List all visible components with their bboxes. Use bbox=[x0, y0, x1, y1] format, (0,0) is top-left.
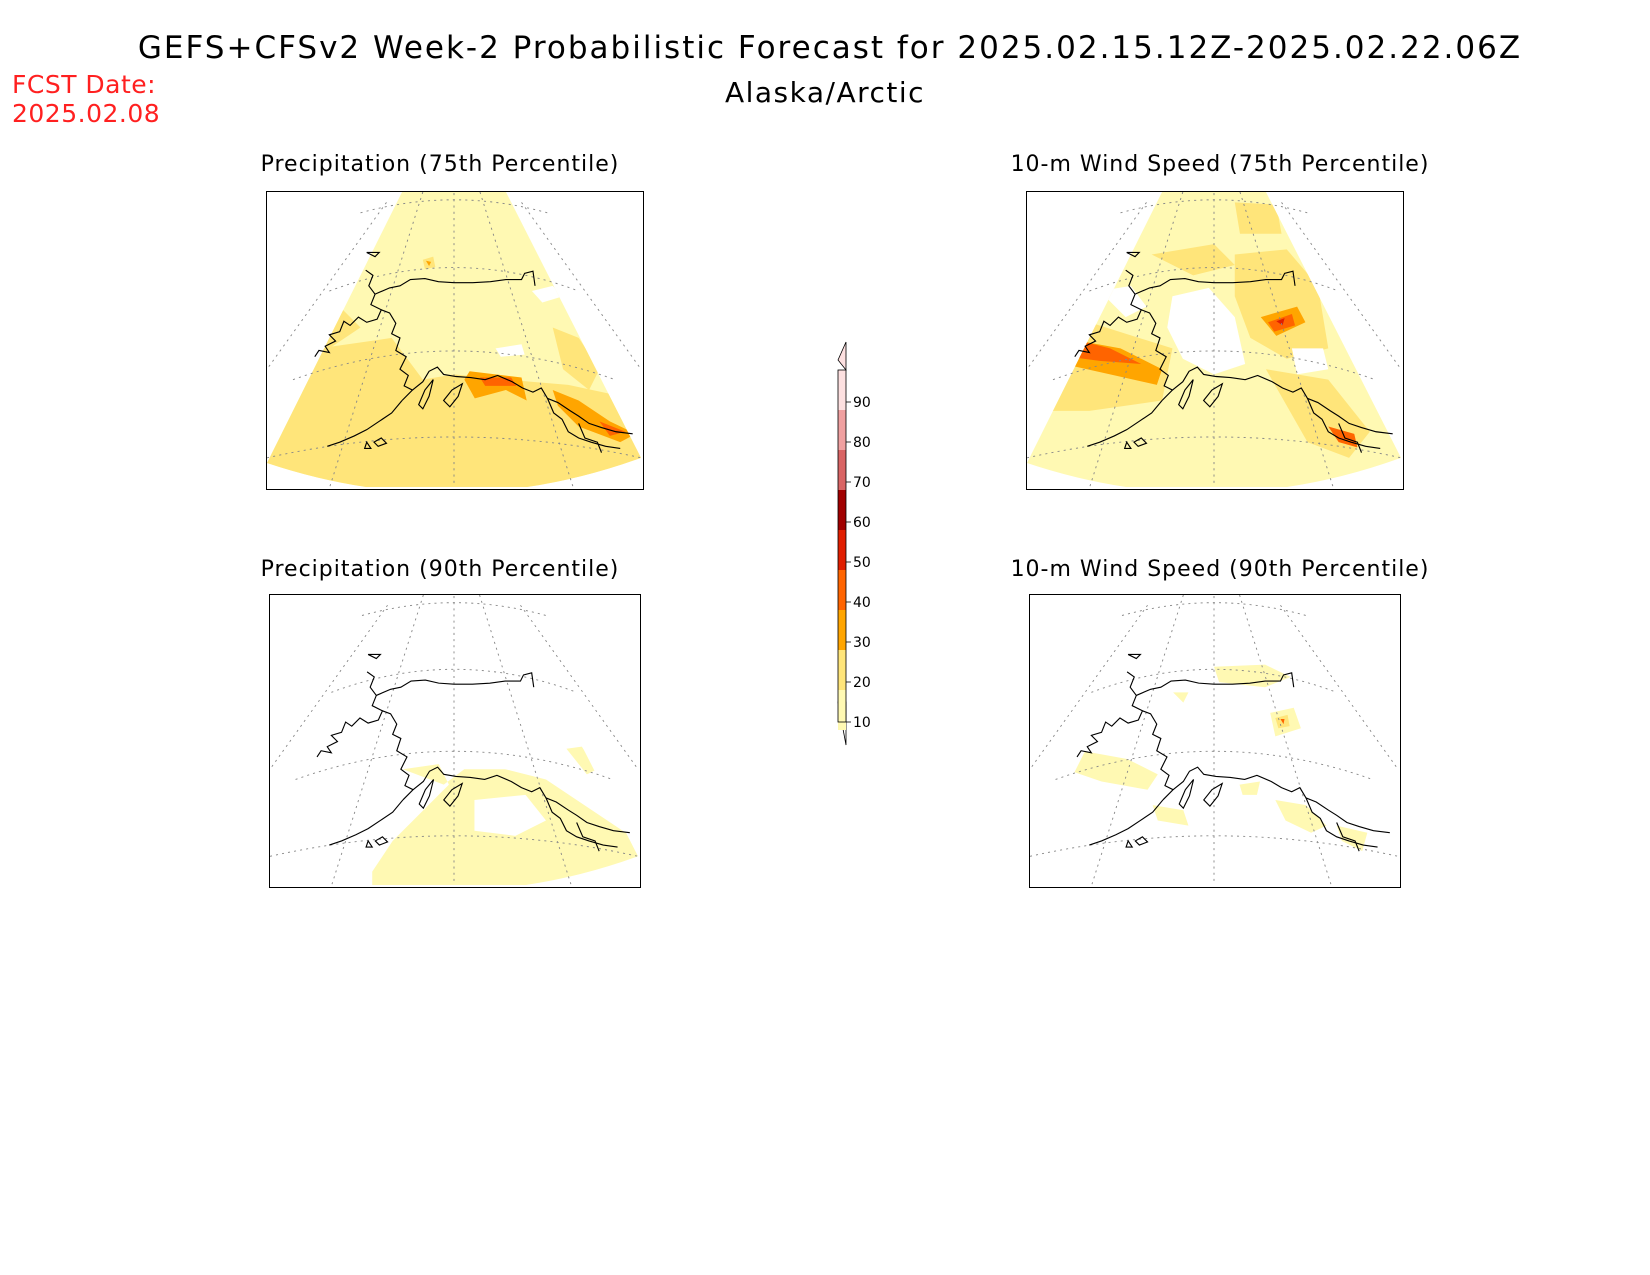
colorbar: 10 20 30 40 50 60 70 80 90 bbox=[820, 330, 900, 750]
region-subtitle: Alaska/Arctic bbox=[724, 76, 926, 109]
wind-75-field-40 bbox=[1068, 337, 1142, 364]
panel-title-wind-75: 10-m Wind Speed (75th Percentile) bbox=[1010, 152, 1430, 177]
precip-90-field-below10 bbox=[474, 794, 546, 836]
figure-title: GEFS+CFSv2 Week-2 Probabilistic Forecast… bbox=[137, 30, 1523, 66]
colorbar-swatch-30 bbox=[838, 610, 846, 650]
colorbar-boxes bbox=[837, 369, 847, 730]
colorbar-swatch-50 bbox=[838, 530, 846, 570]
wind-90-field-10 bbox=[1065, 748, 1158, 790]
wind-75-field-50 bbox=[1276, 318, 1285, 326]
map-precip-75 bbox=[267, 192, 641, 487]
colorbar-label-80: 80 bbox=[853, 435, 871, 451]
forecast-date-label: FCST Date: bbox=[12, 70, 157, 99]
colorbar-swatch-40 bbox=[838, 570, 846, 610]
forecast-date-block: FCST Date: 2025.02.08 bbox=[12, 70, 160, 128]
precip-75-field-below10 bbox=[531, 285, 564, 303]
colorbar-label-90: 90 bbox=[853, 395, 871, 411]
panel-title-precip-90: Precipitation (90th Percentile) bbox=[260, 557, 620, 582]
colorbar-frame bbox=[837, 369, 847, 723]
panel-title-precip-75: Precipitation (75th Percentile) bbox=[260, 152, 620, 177]
wind-90-field-10g bbox=[1239, 781, 1260, 795]
colorbar-label-40: 40 bbox=[853, 595, 871, 611]
wind-75-field-below10 bbox=[1167, 287, 1246, 375]
wind-90-field-10f bbox=[1336, 825, 1368, 852]
wind-75-field-20c bbox=[1151, 244, 1235, 276]
map-wind-90 bbox=[1030, 595, 1398, 885]
wind-90-field-40 bbox=[1280, 718, 1285, 725]
wind-90-field-10h bbox=[1173, 692, 1189, 703]
wind-75-field-below10c bbox=[1291, 348, 1329, 375]
wind-90-field-10d bbox=[1275, 799, 1327, 833]
colorbar-swatch-70 bbox=[838, 450, 846, 490]
colorbar-label-10: 10 bbox=[853, 715, 871, 731]
wind-90-base-fill bbox=[1030, 595, 1398, 885]
colorbar-label-60: 60 bbox=[853, 515, 871, 531]
colorbar-swatch-20 bbox=[838, 650, 846, 690]
precip-90-field-10b bbox=[566, 746, 598, 775]
panel-title-wind-90: 10-m Wind Speed (90th Percentile) bbox=[1010, 557, 1430, 582]
colorbar-swatch-10 bbox=[838, 690, 846, 730]
colorbar-labels: 10 20 30 40 50 60 70 80 90 bbox=[846, 395, 871, 731]
forecast-date-value: 2025.02.08 bbox=[12, 99, 161, 128]
wind-75-field-20d bbox=[1234, 202, 1282, 234]
colorbar-svg: 10 20 30 40 50 60 70 80 90 bbox=[837, 341, 871, 746]
map-panel-wind-75 bbox=[1026, 191, 1404, 490]
colorbar-top-arrow bbox=[837, 341, 847, 372]
precip-75-field-20 bbox=[267, 337, 641, 487]
colorbar-label-50: 50 bbox=[853, 555, 871, 571]
colorbar-label-20: 20 bbox=[853, 675, 871, 691]
colorbar-swatch-90 bbox=[838, 370, 846, 410]
map-wind-75 bbox=[1027, 192, 1401, 487]
precip-75-field-20c bbox=[552, 327, 600, 391]
map-precip-90 bbox=[270, 595, 638, 885]
wind-90-field-10e bbox=[1152, 805, 1189, 826]
colorbar-swatch-60 bbox=[838, 490, 846, 530]
precip-75-field-30c bbox=[425, 260, 432, 267]
colorbar-label-70: 70 bbox=[853, 475, 871, 491]
colorbar-label-30: 30 bbox=[853, 635, 871, 651]
colorbar-swatch-80 bbox=[838, 410, 846, 450]
map-panel-wind-90 bbox=[1029, 594, 1401, 888]
map-panel-precip-75 bbox=[266, 191, 644, 490]
map-panel-precip-90 bbox=[269, 594, 641, 888]
wind-75-field-20b bbox=[1234, 249, 1329, 359]
